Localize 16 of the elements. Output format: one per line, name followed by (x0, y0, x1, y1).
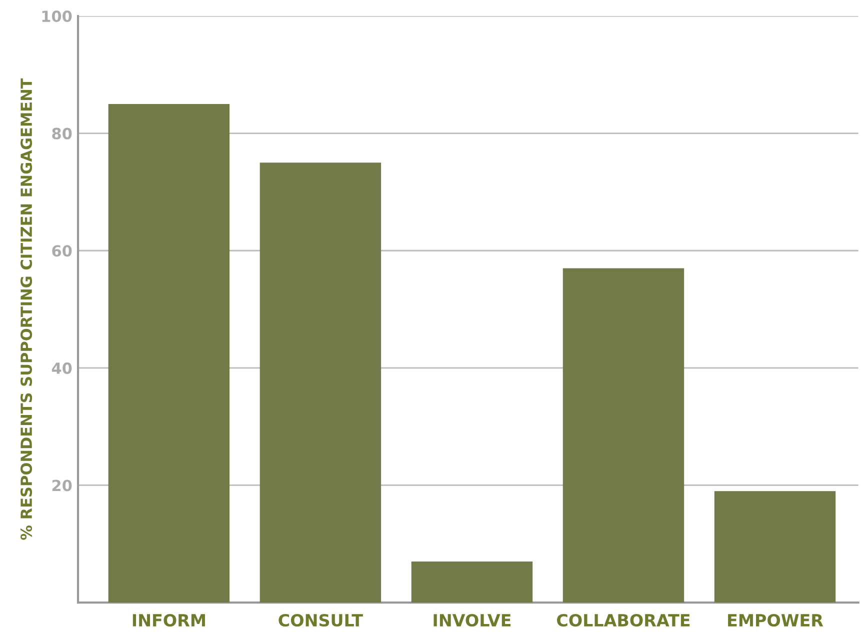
y-tick-label: 100 (42, 10, 72, 22)
bar (411, 561, 533, 603)
x-tick-label: INVOLVE (434, 614, 511, 627)
bar (714, 491, 836, 603)
x-tick-label: CONSULT (278, 614, 363, 627)
bar (562, 268, 684, 603)
x-tick-label: COLLABORATE (557, 614, 690, 627)
bar (260, 162, 382, 603)
x-tick-label: EMPOWER (728, 614, 824, 627)
y-tick-label: 60 (52, 245, 72, 257)
y-tick-label: 20 (52, 480, 72, 492)
y-axis-title: % RESPONDENTS SUPPORTING CITIZEN ENGAGEMENT (20, 78, 32, 540)
bar (108, 104, 230, 603)
y-tick-label: 80 (52, 128, 72, 140)
x-tick-label: INFORM (132, 614, 205, 627)
y-tick-label: 40 (52, 362, 72, 374)
